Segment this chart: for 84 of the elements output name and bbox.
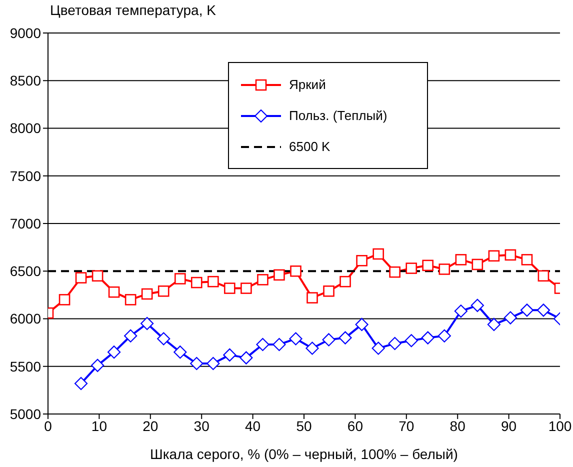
point xyxy=(158,285,170,297)
point xyxy=(240,282,252,294)
point xyxy=(157,332,170,346)
x-tick-label: 20 xyxy=(142,418,158,434)
point xyxy=(92,270,104,282)
point xyxy=(124,329,138,342)
point xyxy=(355,318,368,332)
point xyxy=(190,276,202,288)
point xyxy=(404,334,418,348)
point xyxy=(536,304,550,317)
y-tick-label: 6500 xyxy=(10,263,42,280)
x-tick-label: 90 xyxy=(501,418,517,434)
y-tick-label: 7500 xyxy=(10,168,42,184)
point xyxy=(58,294,70,306)
x-tick-label: 80 xyxy=(450,418,466,434)
legend-label: Польз. (Теплый) xyxy=(289,108,388,123)
point xyxy=(75,272,87,284)
y-tick-label: 5500 xyxy=(10,358,42,374)
point xyxy=(290,265,302,277)
x-tick-label: 100 xyxy=(548,418,572,434)
point xyxy=(421,331,434,344)
point xyxy=(74,376,88,390)
point xyxy=(289,332,302,346)
point xyxy=(323,285,334,297)
legend-label: Яркий xyxy=(289,77,326,92)
point xyxy=(108,286,120,298)
point xyxy=(140,316,154,330)
point xyxy=(406,262,418,274)
point xyxy=(504,249,516,261)
point xyxy=(455,254,467,266)
point xyxy=(274,269,285,281)
point xyxy=(124,294,136,306)
y-tick-label: 8000 xyxy=(10,120,42,136)
point xyxy=(470,298,484,312)
point xyxy=(322,333,336,346)
point xyxy=(190,356,204,370)
point xyxy=(438,329,451,342)
point xyxy=(538,270,550,282)
x-tick-label: 30 xyxy=(194,418,210,434)
point xyxy=(272,338,286,352)
x-tick-label: 10 xyxy=(91,418,108,434)
point xyxy=(488,250,500,262)
point xyxy=(487,318,500,332)
y-tick-label: 7000 xyxy=(10,215,42,232)
y-tick-label: 9000 xyxy=(10,24,42,41)
point xyxy=(306,292,318,304)
point xyxy=(256,338,270,352)
x-tick-label: 0 xyxy=(44,418,52,434)
point xyxy=(208,276,219,288)
y-tick-label: 5000 xyxy=(10,406,42,422)
point xyxy=(340,276,351,288)
point xyxy=(174,346,187,359)
point xyxy=(257,274,268,286)
x-tick-label: 60 xyxy=(347,418,364,434)
y-tick-label: 6000 xyxy=(10,310,42,327)
point xyxy=(174,273,186,284)
point xyxy=(454,304,468,318)
point xyxy=(372,342,385,355)
point xyxy=(472,258,484,270)
point xyxy=(389,266,400,278)
point xyxy=(438,264,450,275)
point xyxy=(504,311,517,324)
point xyxy=(372,248,384,260)
point xyxy=(108,346,121,359)
point xyxy=(223,348,236,362)
point xyxy=(224,282,236,294)
point xyxy=(388,336,402,350)
y-axis-title: Цветовая температура, K xyxy=(50,2,216,18)
point xyxy=(91,358,104,372)
point xyxy=(141,288,153,300)
point xyxy=(520,304,534,317)
y-tick-label: 8500 xyxy=(10,72,42,89)
point xyxy=(240,351,253,364)
point xyxy=(422,260,434,272)
x-axis-title: Шкала серого, % (0% – черный, 100% – белый) xyxy=(150,446,458,462)
x-tick-label: 70 xyxy=(398,418,414,434)
point xyxy=(306,342,319,355)
x-tick-label: 40 xyxy=(245,418,261,434)
point xyxy=(521,254,533,266)
x-tick-label: 50 xyxy=(296,418,312,434)
point xyxy=(206,356,220,370)
point xyxy=(356,255,368,266)
point xyxy=(338,331,352,344)
legend-label: 6500 K xyxy=(289,139,330,154)
